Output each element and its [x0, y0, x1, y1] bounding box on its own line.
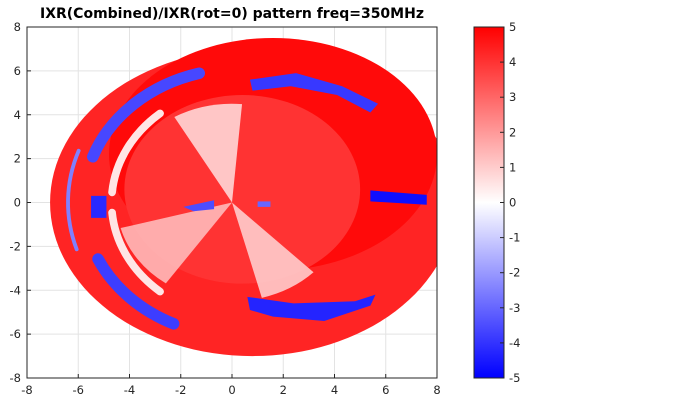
- y-tick-label: -6: [10, 327, 21, 341]
- heatmap-region-4: [174, 103, 243, 203]
- x-tick-label: -8: [21, 383, 32, 397]
- heatmap-region-16: [183, 200, 215, 212]
- heatmap-region-10: [108, 109, 164, 197]
- x-tick-label: -4: [124, 383, 135, 397]
- colorbar-ticks: 5 4 3 2 1 0 -1 -2 -3 -4 -5: [500, 20, 520, 385]
- y-tick-label: 8: [14, 20, 21, 34]
- heatmap-region-13: [247, 294, 376, 321]
- heatmap-region-5: [120, 202, 232, 284]
- colorbar-scale: [473, 26, 505, 379]
- y-tick-label: -8: [10, 371, 21, 385]
- y-tick-label: 2: [14, 152, 21, 166]
- colorbar-tick-label: -5: [509, 371, 520, 385]
- heatmap-layer: [50, 37, 437, 357]
- x-axis-ticks: -8 -6 -4 -2 0 2 4 6 8: [21, 374, 441, 397]
- heatmap-region-17: [257, 201, 271, 207]
- x-tick-label: 0: [228, 383, 235, 397]
- x-tick-label: 6: [382, 383, 389, 397]
- heatmap-region-7: [87, 67, 205, 163]
- colorbar-tick-label: 2: [509, 125, 516, 139]
- colorbar: 5 4 3 2 1 0 -1 -2 -3 -4 -5: [473, 20, 520, 385]
- heatmap-region-9: [66, 148, 81, 252]
- x-tick-label: -6: [73, 383, 84, 397]
- x-tick-label: 2: [280, 383, 287, 397]
- heatmap-region-14: [370, 190, 427, 205]
- y-tick-label: 4: [14, 108, 21, 122]
- colorbar-tick-label: 4: [509, 55, 516, 69]
- heatmap-region-6: [232, 202, 314, 298]
- heatmap-region-11: [108, 208, 164, 296]
- x-tick-label: 8: [433, 383, 440, 397]
- colorbar-tick-label: 5: [509, 20, 516, 34]
- y-tick-label: -4: [10, 283, 21, 297]
- colorbar-tick-label: 3: [509, 90, 516, 104]
- colorbar-tick-label: 0: [509, 196, 516, 210]
- x-tick-label: 4: [331, 383, 338, 397]
- colorbar-tick-label: 1: [509, 160, 516, 174]
- heatmap-region-12: [249, 73, 379, 113]
- plot-area: -8 -6 -4 -2 0 2 4 6 8 8 6 4 2 0 -2 -4 -6 -8: [10, 20, 441, 397]
- colorbar-tick-label: -3: [509, 301, 520, 315]
- colorbar-tick-label: -2: [509, 266, 520, 280]
- y-axis-ticks: 8 6 4 2 0 -2 -4 -6 -8: [10, 20, 31, 385]
- chart-title: IXR(Combined)/IXR(rot=0) pattern freq=35…: [40, 6, 424, 22]
- y-tick-label: 0: [14, 196, 21, 210]
- x-tick-label: -2: [175, 383, 186, 397]
- y-tick-label: 6: [14, 64, 21, 78]
- y-tick-label: -2: [10, 239, 21, 253]
- heatmap-region-15: [91, 195, 107, 218]
- heatmap-region-8: [92, 253, 180, 330]
- colorbar-tick-label: -4: [509, 336, 520, 350]
- colorbar-tick-label: -1: [509, 231, 520, 245]
